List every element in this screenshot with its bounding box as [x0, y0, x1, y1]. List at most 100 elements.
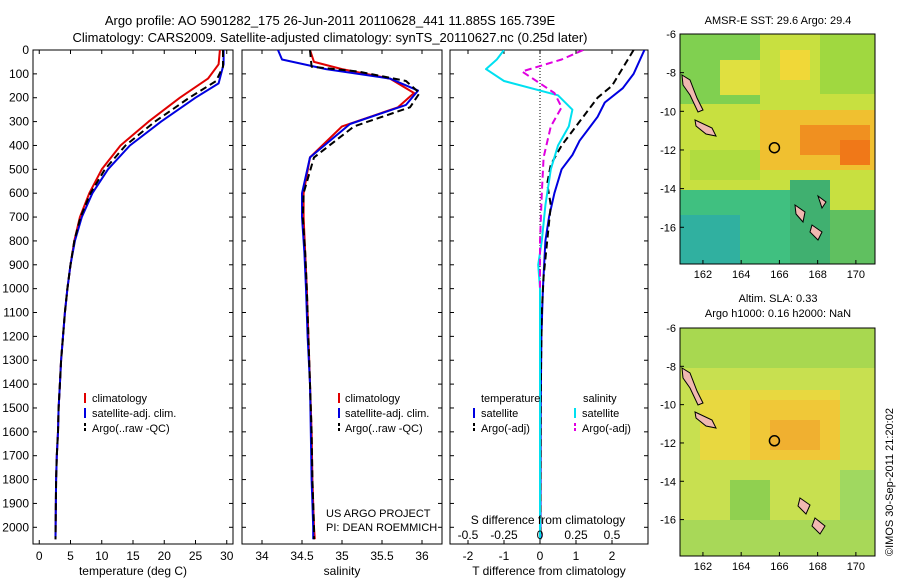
x-tick-label: 34 — [255, 549, 269, 563]
x-tick-label: 35 — [335, 549, 349, 563]
depth-tick-label: 1200 — [2, 329, 29, 343]
map-lon-label: 170 — [847, 561, 865, 573]
depth-tick-label: 500 — [9, 162, 29, 176]
legend-satellite-adj: satellite-adj. clim. — [345, 408, 429, 420]
map-lon-label: 166 — [770, 269, 788, 281]
salinity-axes — [241, 49, 443, 545]
depth-tick-label: 100 — [9, 67, 29, 81]
sla-land — [681, 367, 826, 535]
project-annotation: US ARGO PROJECT — [326, 508, 431, 520]
sla-low-patch — [730, 480, 770, 520]
map-lat-label: -10 — [660, 106, 676, 118]
x-tick-label: 5 — [67, 549, 74, 563]
depth-tick-label: 200 — [9, 91, 29, 105]
x-tick-label: 34.5 — [290, 549, 314, 563]
depth-tick-label: 1000 — [2, 282, 29, 296]
legend-climatology: climatology — [345, 393, 401, 405]
legend-s-argo: Argo(-adj) — [582, 423, 631, 435]
sla-map-ticks: 162 164 166 168 170 -6 -8 -10 -12 -14 -16 — [660, 323, 865, 573]
depth-tick-label: 300 — [9, 115, 29, 129]
map-lon-label: 170 — [847, 269, 865, 281]
x-tick-label: 25 — [189, 549, 203, 563]
map-lon-label: 164 — [732, 269, 750, 281]
depth-tick-label: 800 — [9, 234, 29, 248]
x-tick-label: 10 — [95, 549, 109, 563]
x-tick-label: 1 — [573, 549, 580, 563]
s-diff-tick-label: -0.25 — [490, 528, 518, 542]
legend-t-argo: Argo(-adj) — [481, 423, 530, 435]
depth-tick-label: 1100 — [3, 306, 29, 320]
map-lon-label: 162 — [694, 561, 712, 573]
legend-argo: Argo(..raw -QC) — [92, 423, 170, 435]
x-tick-label: 0 — [537, 549, 544, 563]
map-lat-label: -16 — [660, 515, 676, 527]
sla-map-title-2: Argo h1000: 0.16 h2000: NaN — [705, 308, 851, 320]
s-diff-tick-label: 0.5 — [604, 528, 621, 542]
x-tick-label: 2 — [609, 549, 616, 563]
map-lon-label: 168 — [808, 561, 826, 573]
difference-x2label: S difference from climatology — [471, 513, 626, 527]
sst-map-title: AMSR-E SST: 29.6 Argo: 29.4 — [705, 15, 852, 27]
depth-tick-label: 700 — [9, 210, 29, 224]
x-tick-labels: 0 5 10 15 20 25 30 34 34.5 35 35.5 36 -2 -1 0 1 2 — [36, 50, 616, 563]
x-tick-label: 15 — [126, 549, 140, 563]
sla-argo-marker — [768, 435, 781, 447]
series-line — [301, 50, 421, 540]
map-lat-label: -10 — [660, 400, 676, 412]
s-diff-tick-label: 0 — [537, 528, 544, 542]
temperature-series — [54, 50, 225, 540]
s-difference-ticks: -0.5 -0.25 0 0.25 0.5 — [458, 528, 621, 542]
sst-map-frame — [679, 33, 876, 265]
x-tick-label: 36 — [415, 549, 429, 563]
series-line — [277, 50, 419, 540]
sla-map-title-1: Altim. SLA: 0.33 — [739, 293, 818, 305]
s-diff-tick-label: 0.25 — [564, 528, 588, 542]
legend-argo: Argo(..raw -QC) — [345, 423, 423, 435]
map-lon-label: 162 — [694, 269, 712, 281]
map-lon-label: 166 — [770, 561, 788, 573]
depth-tick-label: 2000 — [2, 520, 29, 534]
series-line — [485, 50, 574, 540]
x-tick-label: 0 — [36, 549, 43, 563]
map-lat-label: -8 — [666, 68, 676, 80]
difference-legend: temperature salinity satellite Argo(-adj… — [473, 393, 631, 435]
map-lat-label: -8 — [666, 361, 676, 373]
depth-tick-label: 600 — [9, 186, 29, 200]
depth-tick-label: 1900 — [2, 496, 29, 510]
sst-land — [681, 74, 827, 241]
map-lat-label: -16 — [660, 222, 676, 234]
legend-satellite-adj: satellite-adj. clim. — [92, 408, 176, 420]
x-tick-label: 20 — [158, 549, 172, 563]
sla-map — [680, 328, 875, 556]
credit: ©IMOS 30-Sep-2011 21:20:02 — [884, 408, 896, 556]
map-lat-label: -14 — [660, 476, 676, 488]
pi-annotation: PI: DEAN ROEMMICH — [326, 522, 437, 534]
depth-tick-label: 400 — [9, 138, 29, 152]
legend-s-satellite: satellite — [582, 408, 619, 420]
map-lat-label: -14 — [660, 184, 676, 196]
title-line-2: Climatology: CARS2009. Satellite-adjuste… — [73, 30, 588, 45]
series-line — [521, 50, 584, 289]
title-line-1: Argo profile: AO 5901282_175 26-Jun-2011… — [105, 13, 556, 28]
sst-argo-marker — [768, 141, 781, 154]
s-diff-tick-label: -0.5 — [458, 528, 479, 542]
map-lat-label: -12 — [660, 438, 676, 450]
map-lat-label: -6 — [666, 323, 676, 335]
depth-tick-label: 1600 — [2, 425, 29, 439]
depth-tick-label: 900 — [9, 258, 29, 272]
map-lat-label: -6 — [666, 29, 676, 41]
sla-map-frame — [679, 327, 876, 557]
x-tick-label: -2 — [463, 549, 474, 563]
x-tick-label: -1 — [499, 549, 510, 563]
legend-header-temperature: temperature — [481, 393, 540, 405]
series-line — [54, 50, 224, 540]
depth-tick-label: 1800 — [2, 473, 29, 487]
difference-axes — [449, 49, 649, 545]
depth-tick-label: 0 — [22, 43, 29, 57]
salinity-xlabel: salinity — [324, 564, 361, 578]
map-lon-label: 168 — [808, 269, 826, 281]
temperature-xlabel: temperature (deg C) — [79, 564, 187, 578]
difference-series — [485, 50, 646, 540]
salinity-legend: climatology satellite-adj. clim. Argo(..… — [338, 393, 429, 435]
